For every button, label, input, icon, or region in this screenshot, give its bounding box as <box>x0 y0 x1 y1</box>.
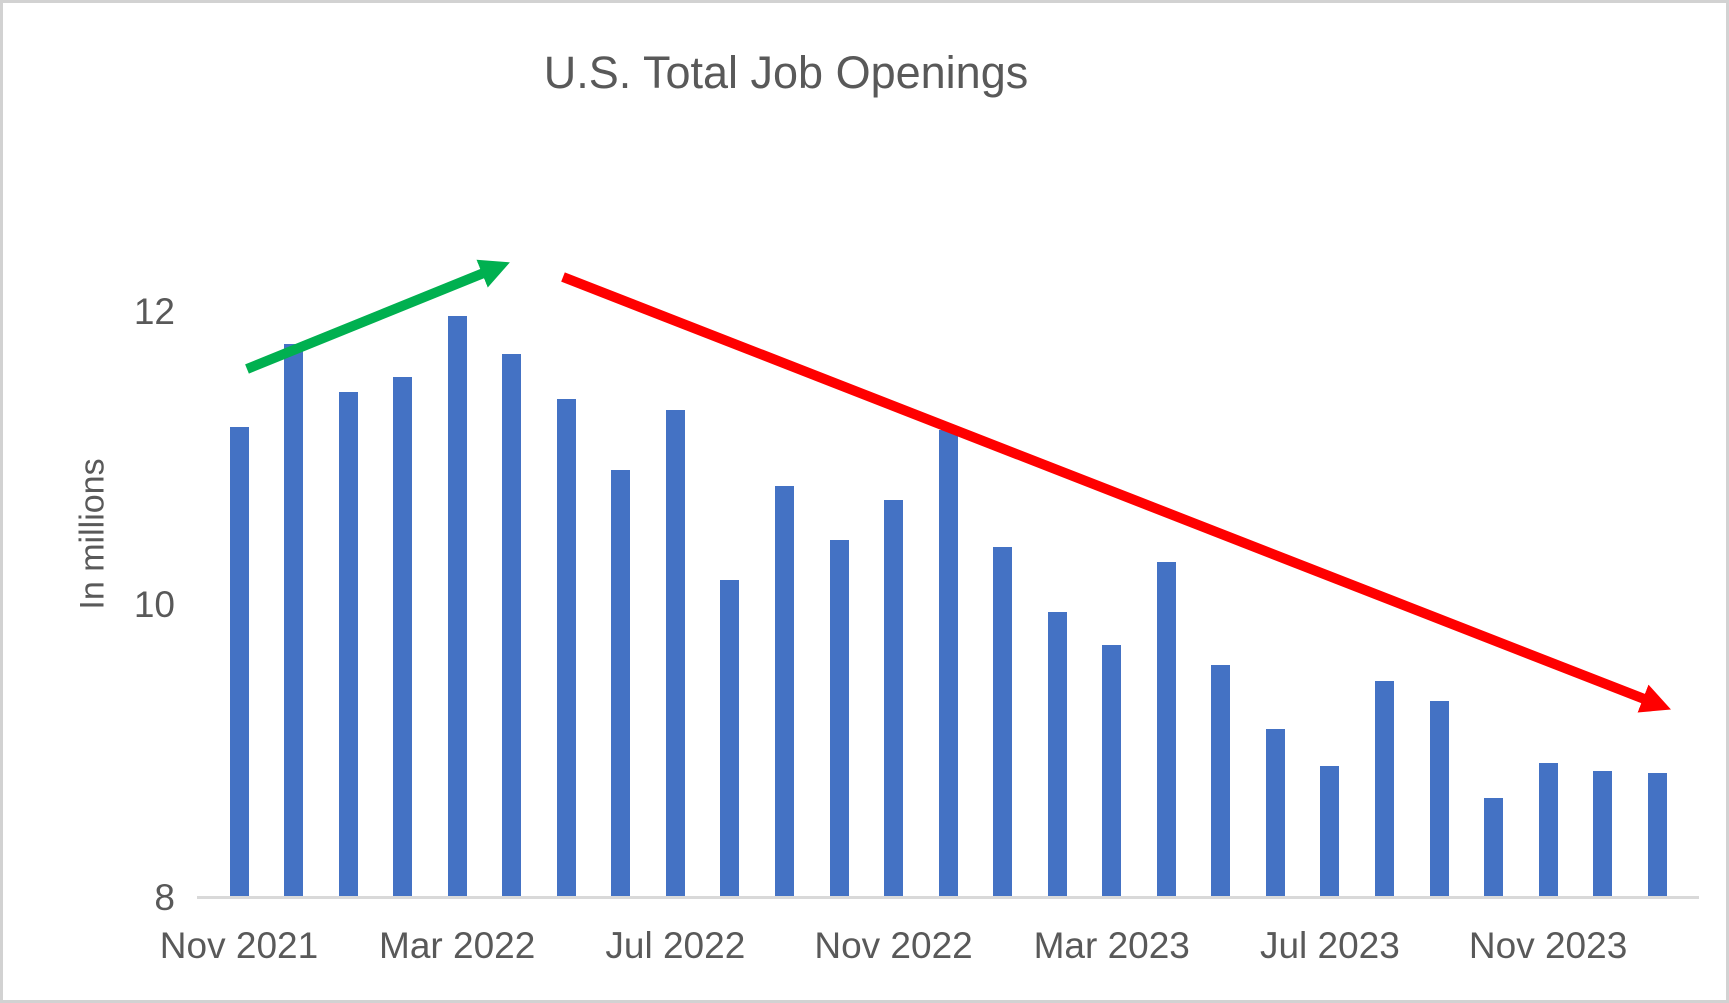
trend-arrows-layer <box>245 259 1671 713</box>
y-tick-label: 8 <box>154 877 175 918</box>
bar-dec-2023 <box>1593 771 1613 896</box>
bar-may-2023 <box>1211 664 1231 896</box>
x-tick-label: Jul 2023 <box>1259 925 1400 966</box>
bar-dec-2022 <box>938 430 958 896</box>
bar-mar-2022 <box>447 315 467 896</box>
bar-nov-2023 <box>1538 762 1558 896</box>
bar-nov-2021 <box>229 427 249 896</box>
bar-nov-2022 <box>884 500 904 896</box>
y-tick-label: 10 <box>133 584 175 625</box>
bar-jun-2022 <box>611 469 631 896</box>
bar-oct-2022 <box>829 540 849 896</box>
bar-feb-2022 <box>393 377 413 896</box>
bar-sep-2022 <box>774 485 794 896</box>
bar-aug-2022 <box>720 579 740 896</box>
chart-title: U.S. Total Job Openings <box>543 47 1029 98</box>
bar-jul-2022 <box>665 409 685 896</box>
bar-apr-2022 <box>502 353 522 896</box>
x-tick-label: Mar 2023 <box>1033 925 1190 966</box>
bar-jan-2022 <box>338 392 358 896</box>
x-tick-label: Nov 2023 <box>1468 925 1628 966</box>
x-tick-label: Mar 2022 <box>379 925 536 966</box>
bar-jan-2023 <box>993 547 1013 896</box>
bar-sep-2023 <box>1429 701 1449 896</box>
bar-apr-2023 <box>1156 561 1176 896</box>
x-tick-label: Nov 2021 <box>159 925 319 966</box>
bar-feb-2023 <box>1047 611 1067 896</box>
bar-jul-2023 <box>1320 765 1340 896</box>
x-tick-label: Nov 2022 <box>814 925 973 966</box>
bar-aug-2023 <box>1374 680 1394 896</box>
bar-may-2022 <box>556 399 576 896</box>
x-tick-label: Jul 2022 <box>605 925 746 966</box>
bar-jun-2023 <box>1265 728 1285 896</box>
bar-jan-2024 <box>1647 772 1667 896</box>
x-axis-line <box>197 896 1699 899</box>
bar-mar-2023 <box>1102 645 1122 896</box>
bar-dec-2021 <box>284 343 304 896</box>
bar-oct-2023 <box>1484 797 1504 896</box>
y-tick-label: 12 <box>133 291 175 332</box>
